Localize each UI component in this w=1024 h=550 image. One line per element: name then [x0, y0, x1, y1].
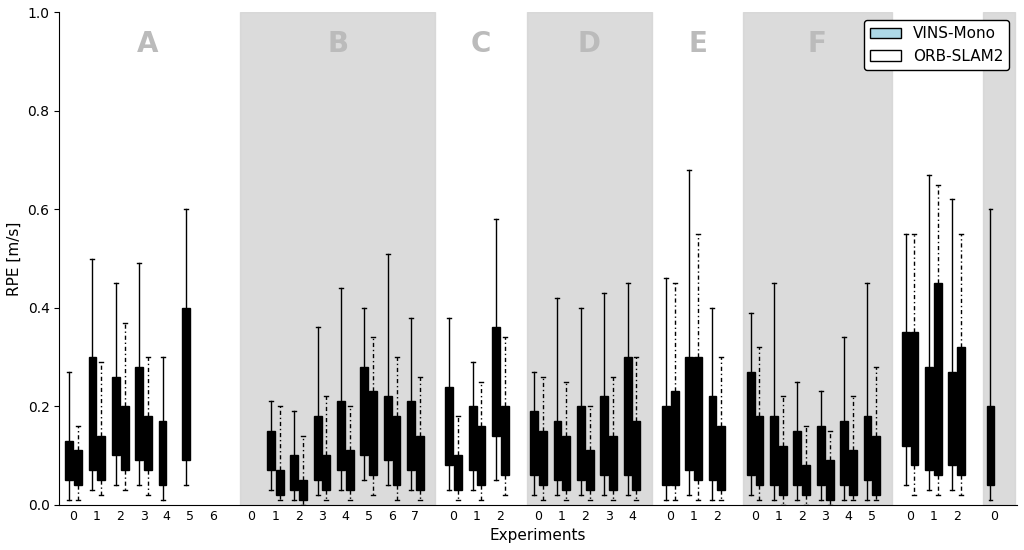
Bar: [240, 13, 435, 505]
PathPatch shape: [633, 421, 640, 490]
PathPatch shape: [346, 450, 353, 490]
PathPatch shape: [501, 406, 509, 475]
Bar: [743, 13, 892, 505]
PathPatch shape: [586, 450, 594, 490]
PathPatch shape: [530, 411, 538, 475]
PathPatch shape: [671, 392, 679, 485]
PathPatch shape: [624, 357, 632, 475]
PathPatch shape: [384, 397, 391, 460]
PathPatch shape: [756, 416, 763, 485]
PathPatch shape: [957, 347, 966, 475]
PathPatch shape: [718, 426, 725, 490]
PathPatch shape: [313, 416, 322, 480]
PathPatch shape: [492, 327, 500, 436]
Text: B: B: [327, 30, 348, 58]
PathPatch shape: [577, 406, 585, 480]
PathPatch shape: [662, 406, 670, 485]
PathPatch shape: [779, 446, 786, 495]
PathPatch shape: [144, 416, 152, 470]
PathPatch shape: [159, 421, 167, 485]
PathPatch shape: [477, 426, 485, 485]
PathPatch shape: [416, 436, 424, 490]
PathPatch shape: [267, 431, 274, 470]
PathPatch shape: [910, 332, 919, 465]
PathPatch shape: [360, 367, 369, 455]
PathPatch shape: [88, 357, 96, 470]
PathPatch shape: [770, 416, 778, 485]
PathPatch shape: [135, 367, 143, 460]
PathPatch shape: [694, 357, 701, 480]
PathPatch shape: [609, 436, 617, 490]
PathPatch shape: [121, 406, 129, 470]
PathPatch shape: [948, 372, 956, 465]
PathPatch shape: [709, 397, 717, 480]
PathPatch shape: [112, 377, 120, 455]
PathPatch shape: [825, 460, 834, 500]
PathPatch shape: [934, 283, 942, 475]
PathPatch shape: [539, 431, 547, 485]
PathPatch shape: [849, 450, 857, 495]
PathPatch shape: [370, 392, 377, 475]
Bar: [526, 13, 651, 505]
PathPatch shape: [562, 436, 570, 490]
PathPatch shape: [299, 480, 307, 500]
PathPatch shape: [469, 406, 476, 470]
Text: G: G: [926, 30, 948, 58]
Text: C: C: [471, 30, 492, 58]
PathPatch shape: [817, 426, 824, 485]
PathPatch shape: [454, 455, 462, 490]
Text: D: D: [578, 30, 601, 58]
PathPatch shape: [554, 421, 561, 480]
PathPatch shape: [902, 332, 909, 446]
Text: H: H: [987, 30, 1011, 58]
Y-axis label: RPE [m/s]: RPE [m/s]: [7, 221, 22, 296]
PathPatch shape: [182, 308, 189, 460]
PathPatch shape: [445, 387, 454, 465]
PathPatch shape: [337, 402, 345, 470]
PathPatch shape: [392, 416, 400, 485]
PathPatch shape: [74, 450, 82, 485]
PathPatch shape: [872, 436, 881, 495]
PathPatch shape: [794, 431, 801, 485]
X-axis label: Experiments: Experiments: [489, 528, 587, 543]
PathPatch shape: [925, 367, 933, 470]
PathPatch shape: [802, 465, 810, 495]
PathPatch shape: [863, 416, 871, 480]
PathPatch shape: [66, 441, 73, 480]
PathPatch shape: [600, 397, 608, 475]
PathPatch shape: [97, 436, 105, 480]
Text: F: F: [808, 30, 826, 58]
Legend: VINS-Mono, ORB-SLAM2: VINS-Mono, ORB-SLAM2: [864, 20, 1010, 70]
PathPatch shape: [746, 372, 755, 475]
PathPatch shape: [275, 470, 284, 495]
PathPatch shape: [840, 421, 848, 485]
Text: E: E: [688, 30, 707, 58]
PathPatch shape: [986, 406, 994, 485]
PathPatch shape: [323, 455, 331, 490]
Bar: [983, 13, 1015, 505]
PathPatch shape: [408, 402, 415, 470]
PathPatch shape: [685, 357, 693, 470]
PathPatch shape: [290, 455, 298, 490]
Text: A: A: [137, 30, 159, 58]
